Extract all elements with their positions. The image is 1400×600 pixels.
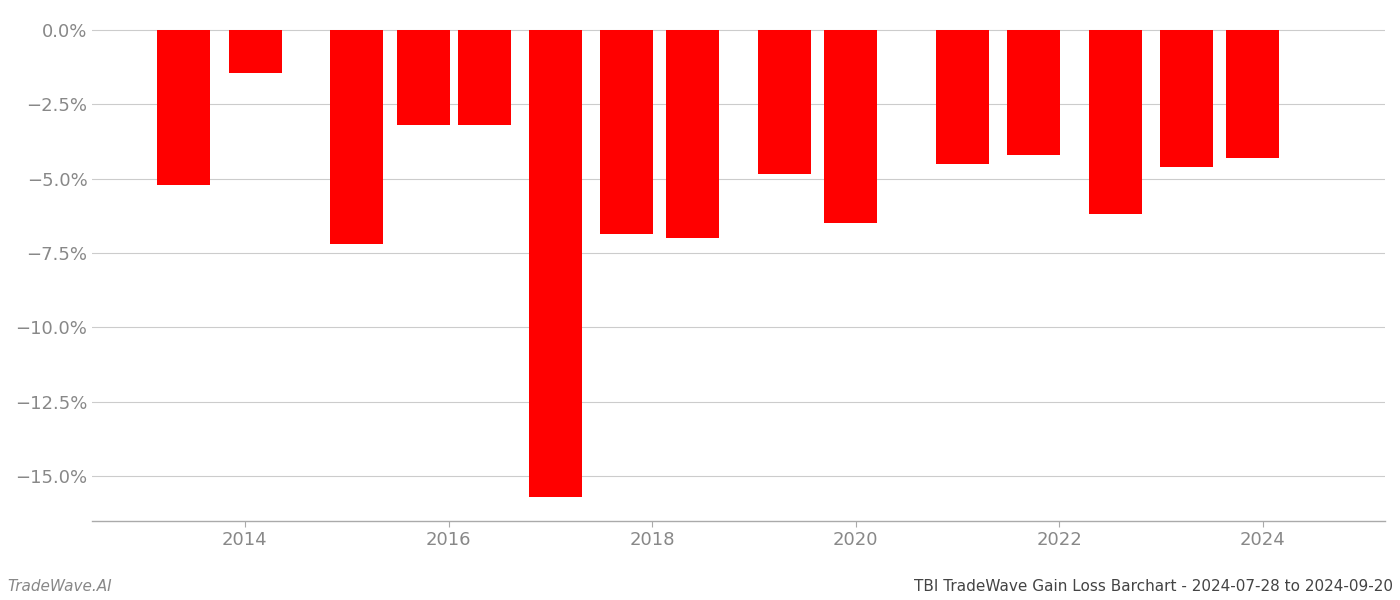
- Bar: [396, 30, 449, 125]
- Bar: [1008, 30, 1060, 155]
- Bar: [937, 30, 988, 164]
- Bar: [757, 30, 811, 174]
- Bar: [330, 30, 384, 244]
- Text: TradeWave.AI: TradeWave.AI: [7, 579, 112, 594]
- Text: TBI TradeWave Gain Loss Barchart - 2024-07-28 to 2024-09-20: TBI TradeWave Gain Loss Barchart - 2024-…: [914, 579, 1393, 594]
- Bar: [1089, 30, 1142, 214]
- Bar: [529, 30, 582, 497]
- Bar: [1226, 30, 1280, 158]
- Bar: [228, 30, 281, 73]
- Bar: [1161, 30, 1212, 167]
- Bar: [458, 30, 511, 125]
- Bar: [157, 30, 210, 185]
- Bar: [666, 30, 720, 238]
- Bar: [825, 30, 876, 223]
- Bar: [601, 30, 654, 233]
